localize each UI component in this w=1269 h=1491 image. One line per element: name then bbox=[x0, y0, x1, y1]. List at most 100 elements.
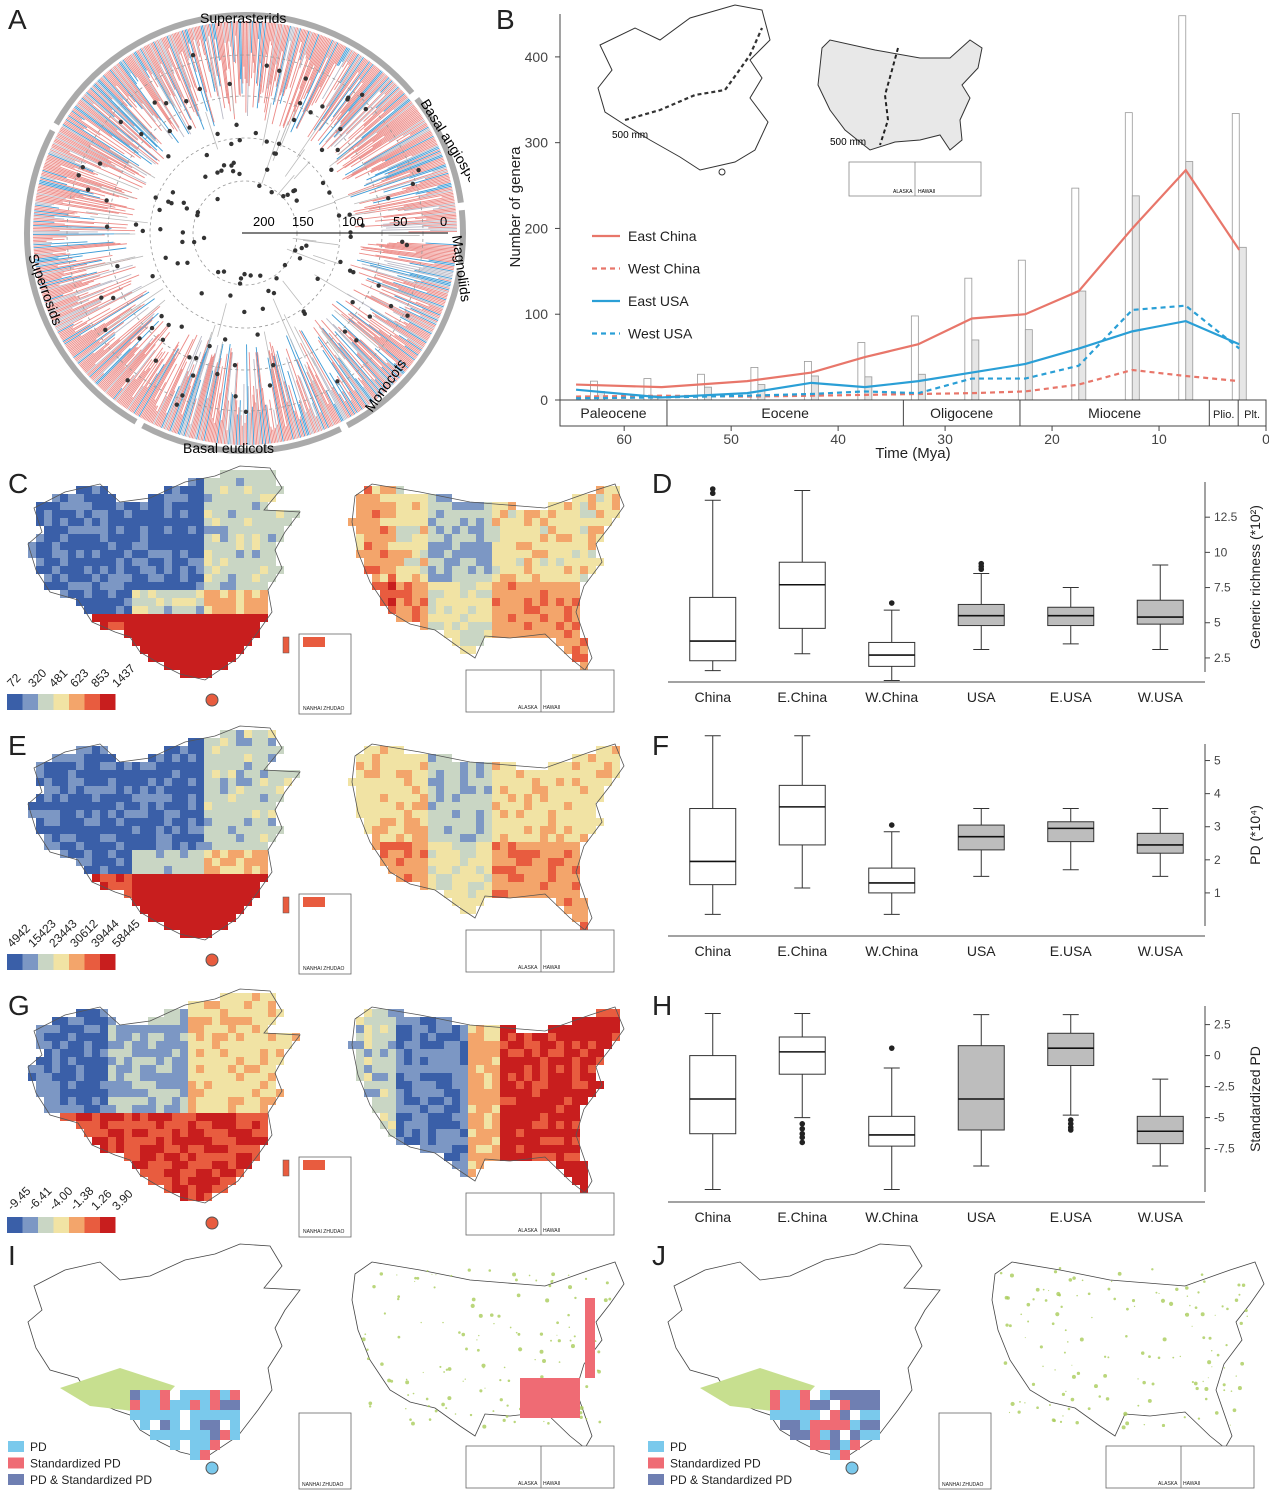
map-cell bbox=[388, 590, 396, 598]
map-cell bbox=[524, 818, 532, 826]
map-cell bbox=[396, 1129, 404, 1137]
tree-branch bbox=[138, 348, 179, 417]
map-cell bbox=[356, 1033, 364, 1041]
map-cell bbox=[244, 738, 252, 746]
map-cell bbox=[180, 1009, 188, 1017]
map-cell bbox=[236, 502, 244, 510]
tree-branch bbox=[337, 131, 366, 156]
node-dot bbox=[133, 222, 139, 227]
protected-area-dot bbox=[1042, 1288, 1045, 1291]
tree-branch bbox=[249, 412, 252, 445]
map-cell bbox=[212, 1121, 220, 1129]
map-cell bbox=[156, 1033, 164, 1041]
map-cell bbox=[516, 1089, 524, 1097]
map-cell bbox=[252, 874, 260, 882]
map-cell bbox=[284, 1033, 292, 1041]
map-cell bbox=[236, 638, 244, 646]
map-cell bbox=[540, 1145, 548, 1153]
map-cell bbox=[84, 1105, 92, 1113]
map-cell bbox=[196, 906, 204, 914]
protected-area-dot bbox=[483, 1367, 485, 1369]
tree-branch bbox=[369, 308, 427, 344]
map-cell bbox=[228, 654, 236, 662]
tree-branch bbox=[87, 326, 142, 376]
map-cell bbox=[100, 1145, 108, 1153]
map-cell bbox=[276, 826, 284, 834]
map-cell bbox=[252, 1113, 260, 1121]
map-cell bbox=[572, 1089, 580, 1097]
map-cell bbox=[580, 542, 588, 550]
map-cell bbox=[44, 1097, 52, 1105]
map-cell bbox=[220, 1105, 228, 1113]
map-cell bbox=[116, 1089, 124, 1097]
map-cell bbox=[44, 770, 52, 778]
map-cell bbox=[156, 558, 164, 566]
protected-area-dot bbox=[567, 1274, 570, 1277]
map-cell bbox=[396, 746, 404, 754]
tree-branch bbox=[270, 368, 286, 442]
map-cell bbox=[524, 834, 532, 842]
tree-branch bbox=[293, 36, 325, 112]
map-cell bbox=[172, 654, 180, 662]
protected-area-dot bbox=[551, 1272, 556, 1277]
map-cell bbox=[164, 582, 172, 590]
tree-branch bbox=[47, 155, 95, 176]
tree-branch bbox=[333, 77, 390, 138]
tree-branch bbox=[316, 57, 366, 128]
map-cell bbox=[436, 874, 444, 882]
tree-branch bbox=[109, 69, 143, 110]
map-cell bbox=[100, 1009, 108, 1017]
map-cell bbox=[428, 518, 436, 526]
map-cell bbox=[380, 534, 388, 542]
map-cell bbox=[204, 850, 212, 858]
x-tick-label: 30 bbox=[937, 431, 953, 447]
map-cell bbox=[60, 1049, 68, 1057]
tree-branch bbox=[271, 386, 283, 442]
map-cell bbox=[172, 1025, 180, 1033]
map-cell bbox=[548, 510, 556, 518]
tree-branch bbox=[386, 243, 457, 250]
tree-branch bbox=[401, 175, 450, 190]
hotspot-cell bbox=[790, 1430, 800, 1440]
tree-branch bbox=[379, 292, 439, 320]
map-cell bbox=[492, 778, 500, 786]
tree-branch bbox=[408, 322, 431, 336]
tree-branch bbox=[357, 321, 412, 366]
hotspot-cell bbox=[190, 1400, 200, 1410]
map-cell bbox=[364, 818, 372, 826]
map-cell bbox=[76, 1105, 84, 1113]
map-cell bbox=[564, 826, 572, 834]
tree-branch bbox=[373, 336, 411, 367]
outline-usa bbox=[351, 483, 625, 671]
protected-area-dot bbox=[366, 1357, 370, 1361]
hotspot-cell bbox=[550, 1378, 560, 1388]
map-cell bbox=[196, 1033, 204, 1041]
tree-branch bbox=[36, 263, 88, 275]
map-cell bbox=[524, 1073, 532, 1081]
map-cell bbox=[508, 566, 516, 574]
scale-tick-label: 50 bbox=[393, 214, 407, 229]
map-cell bbox=[260, 582, 268, 590]
map-cell bbox=[196, 638, 204, 646]
tree-branch bbox=[97, 343, 139, 386]
map-cell bbox=[260, 1017, 268, 1025]
protected-area-dot bbox=[1070, 1397, 1075, 1402]
node-dot bbox=[243, 409, 249, 415]
map-cell bbox=[220, 834, 228, 842]
map-cell bbox=[268, 558, 276, 566]
map-cell bbox=[460, 1057, 468, 1065]
map-cell bbox=[372, 1057, 380, 1065]
map-cell bbox=[196, 1081, 204, 1089]
tree-branch bbox=[237, 407, 240, 445]
map-cell bbox=[220, 1089, 228, 1097]
map-cell bbox=[508, 802, 516, 810]
protected-area-dot bbox=[425, 1397, 429, 1401]
map-cell bbox=[132, 1049, 140, 1057]
map-cell bbox=[436, 558, 444, 566]
protected-area-dot bbox=[1125, 1334, 1128, 1338]
map-cell bbox=[444, 1049, 452, 1057]
map-cell bbox=[116, 1057, 124, 1065]
map-cell bbox=[188, 1193, 196, 1201]
map-cell bbox=[132, 874, 140, 882]
map-cell bbox=[476, 842, 484, 850]
